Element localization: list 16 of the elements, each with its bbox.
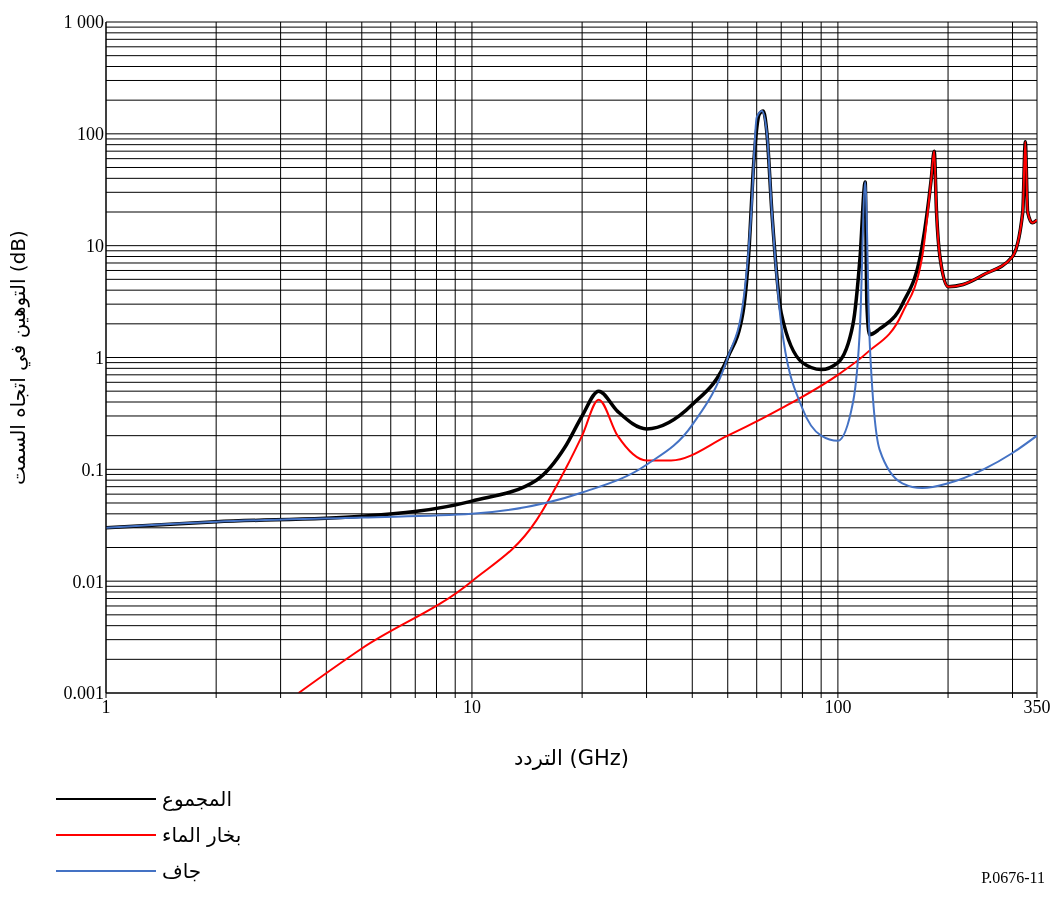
y-tick-label: 10 (86, 236, 104, 257)
text: P.0676-11 (981, 869, 1045, 887)
y-tick-label: 0.1 (81, 459, 104, 480)
y-tick-label: 0.01 (72, 571, 104, 592)
y-tick-label: 1 000 (63, 12, 104, 33)
y-tick-label: 1 (95, 347, 104, 368)
y-axis-title: التوهين في اتجاه السمت (dB) (6, 230, 32, 485)
y-tick-label: 100 (77, 124, 104, 145)
x-axis-title: التردد (GHz) (513, 746, 630, 770)
x-tick-label: 350 (1023, 696, 1051, 717)
legend-label: بخار الماء (162, 823, 242, 847)
x-tick-label: 10 (462, 696, 481, 717)
y-tick-label: 0.001 (63, 683, 104, 704)
x-tick-label: 100 (824, 696, 852, 717)
legend-label: جاف (162, 859, 202, 883)
legend-label: المجموع (162, 787, 232, 811)
